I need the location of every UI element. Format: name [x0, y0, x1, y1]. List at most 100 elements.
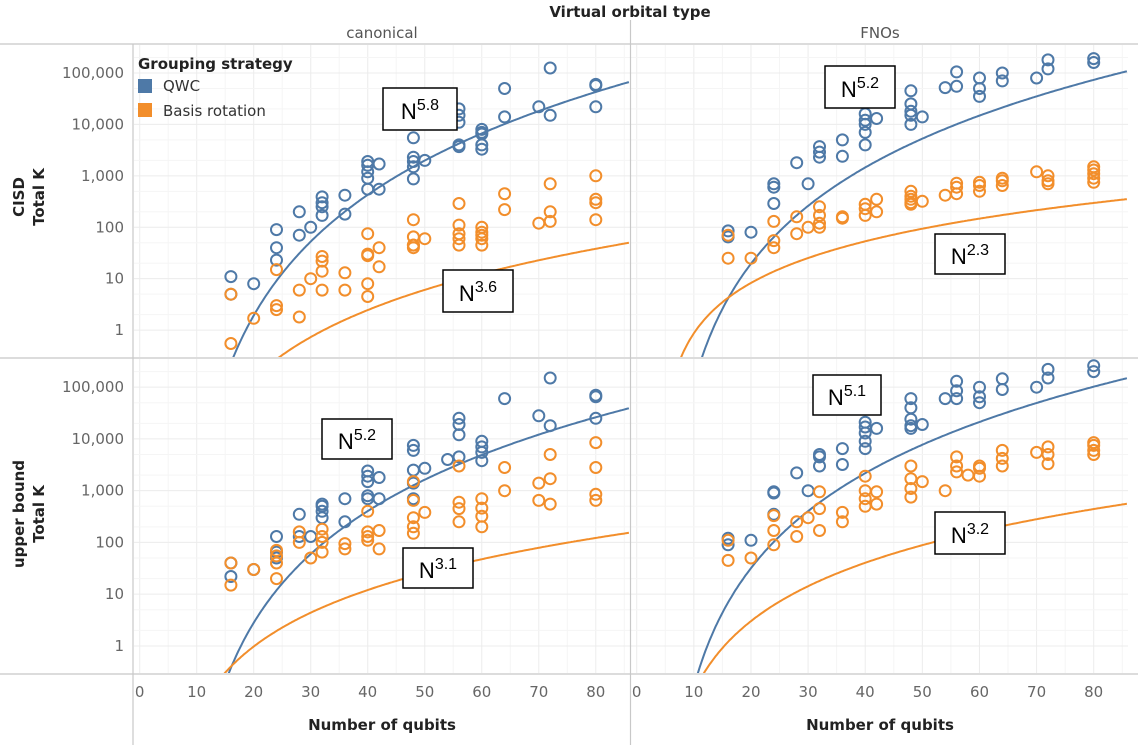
data-point-basis-rotation [744, 551, 758, 565]
data-point-qwc [721, 538, 735, 552]
data-point-basis-rotation [475, 501, 489, 515]
frame-layer [0, 20, 1138, 745]
data-point-qwc [835, 133, 849, 147]
data-point-qwc [973, 82, 986, 95]
data-point-qwc [406, 150, 420, 164]
legend: Grouping strategy QWC Basis rotation [138, 55, 293, 120]
annotation-box [402, 547, 474, 589]
data-point-qwc [532, 100, 546, 114]
x-tick-label: 30 [301, 683, 320, 701]
data-point-basis-rotation [1030, 165, 1044, 179]
data-point-basis-rotation [475, 232, 489, 246]
data-point-basis-rotation [1087, 448, 1101, 461]
data-point-qwc [915, 418, 929, 431]
data-point-basis-rotation [790, 530, 804, 543]
data-point-qwc [870, 421, 884, 435]
data-point-qwc [835, 149, 849, 163]
data-point-basis-rotation [1087, 443, 1101, 457]
data-point-qwc [1087, 56, 1101, 69]
data-point-qwc [1030, 380, 1044, 394]
data-point-qwc [1087, 365, 1101, 379]
legend-swatch-qwc [138, 79, 152, 93]
data-point-basis-rotation [915, 194, 929, 208]
data-point-basis-rotation [452, 495, 466, 509]
data-point-qwc [270, 241, 283, 255]
data-point-basis-rotation [835, 505, 849, 519]
data-point-qwc [813, 450, 826, 464]
data-point-basis-rotation [406, 475, 420, 489]
data-point-qwc [543, 108, 557, 122]
annotation-text: N5.2 [841, 75, 879, 102]
data-point-basis-rotation [406, 493, 420, 507]
data-point-basis-rotation [858, 492, 872, 506]
data-point-qwc [858, 434, 872, 448]
data-point-basis-rotation [813, 485, 826, 499]
data-point-qwc [406, 131, 420, 145]
data-point-basis-rotation [858, 202, 872, 216]
column-header-canonical: canonical [346, 24, 417, 42]
data-point-qwc [767, 197, 781, 210]
fit-curve-basis-rotation [702, 502, 1128, 673]
y-tick-label: 100,000 [62, 378, 124, 396]
annotation-text: N3.2 [951, 521, 989, 548]
data-point-basis-rotation [1087, 163, 1101, 177]
exponent-annotation: N3.6 [442, 269, 514, 313]
data-point-basis-rotation [973, 184, 986, 198]
data-point-basis-rotation [315, 545, 329, 559]
annotation-text: N5.1 [828, 383, 866, 410]
data-point-basis-rotation [858, 208, 872, 222]
data-point-qwc [835, 442, 849, 456]
row-label-cisd-total-k: Total K [30, 167, 48, 226]
data-point-basis-rotation [543, 448, 557, 461]
data-point-qwc [315, 196, 329, 210]
data-point-basis-rotation [721, 251, 735, 265]
data-point-qwc [995, 383, 1009, 396]
data-point-qwc [270, 253, 283, 267]
data-point-basis-rotation [475, 492, 489, 506]
data-point-basis-rotation [801, 511, 815, 525]
data-point-basis-rotation [315, 530, 329, 543]
annotation-box [321, 418, 393, 460]
data-point-basis-rotation [361, 290, 375, 303]
data-point-basis-rotation [372, 542, 386, 556]
annotations-layer: N5.8 N3.6 N5.2 N2.3 N5.2 N3.1 N5.1 N3.2 [321, 65, 1006, 589]
y-tick-label: 10 [105, 270, 124, 288]
data-point-qwc [372, 157, 386, 171]
data-point-qwc [418, 153, 432, 167]
data-point-qwc [247, 277, 261, 291]
data-point-basis-rotation [589, 436, 603, 450]
x-tick-label: 0 [632, 683, 642, 701]
annotation-box [812, 374, 882, 416]
exponent-annotation: N5.1 [812, 374, 882, 416]
exponent-annotation: N5.8 [382, 87, 458, 131]
data-point-basis-rotation [270, 543, 283, 557]
data-point-qwc [452, 450, 466, 464]
data-point-basis-rotation [304, 551, 318, 565]
data-point-basis-rotation [589, 213, 603, 227]
data-point-qwc [292, 507, 306, 521]
x-tick-label: 70 [529, 683, 548, 701]
x-tick-label: 50 [415, 683, 434, 701]
y-tick-label: 10,000 [72, 430, 125, 448]
data-point-basis-rotation [452, 238, 466, 252]
data-point-basis-rotation [767, 234, 781, 248]
annotation-text: N3.1 [419, 556, 457, 583]
legend-label-basis-rotation: Basis rotation [163, 102, 266, 120]
panel-fits [696, 377, 1128, 673]
data-point-basis-rotation [1087, 167, 1101, 181]
data-point-qwc [870, 112, 884, 125]
data-point-basis-rotation [589, 487, 603, 501]
data-point-qwc [904, 421, 918, 435]
data-point-qwc [338, 515, 352, 529]
data-point-qwc [338, 207, 352, 221]
data-point-basis-rotation [452, 197, 466, 210]
data-point-basis-rotation [292, 535, 306, 549]
x-axis-label-canonical: Number of qubits [308, 716, 456, 734]
data-point-qwc [315, 200, 329, 214]
data-point-basis-rotation [904, 197, 918, 211]
data-point-qwc [315, 504, 329, 518]
data-point-qwc [973, 390, 986, 404]
legend-label-qwc: QWC [163, 77, 200, 95]
